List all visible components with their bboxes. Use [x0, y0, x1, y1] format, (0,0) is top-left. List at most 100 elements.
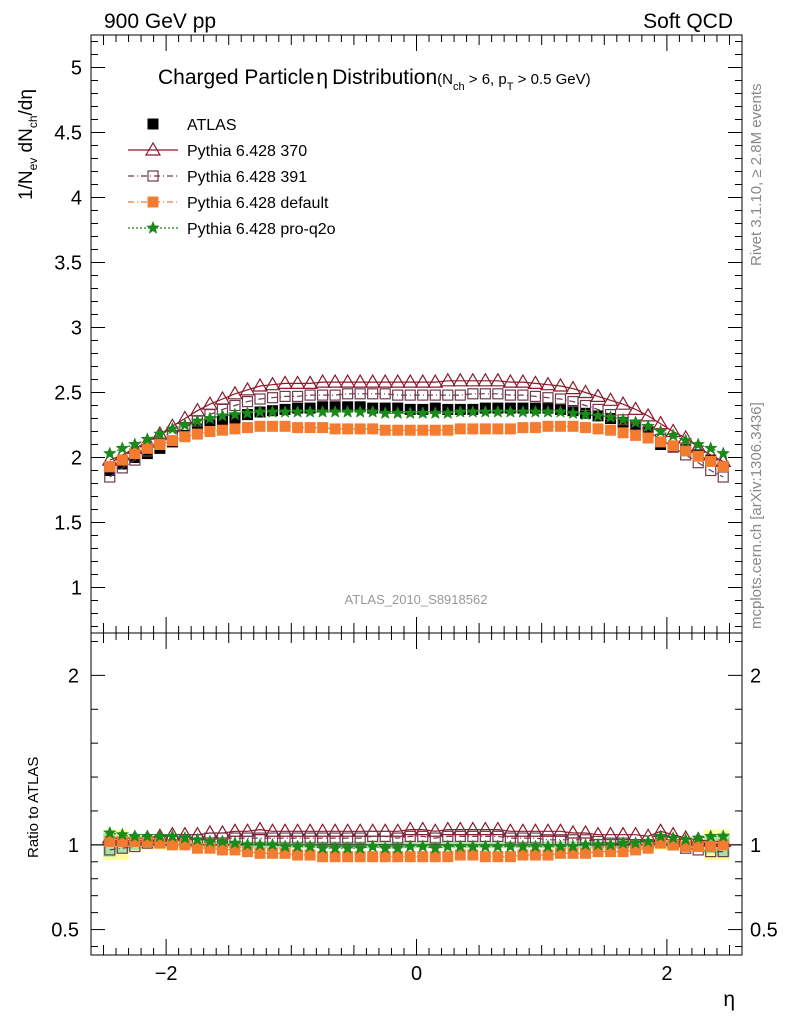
ratio-point-pythia-6-428-pro-q2o: [415, 839, 430, 853]
ratio-point-pythia-6-428-370: [402, 821, 419, 836]
point-pythia-6-428-pro-q2o: [203, 411, 217, 425]
ratio-point-pythia-6-428-default: [467, 849, 479, 861]
main-y-axis-label: 1/Nev dNch/dη: [16, 89, 40, 200]
ratio-point-pythia-6-428-default: [592, 846, 604, 858]
ratio-point-pythia-6-428-pro-q2o: [403, 839, 418, 853]
point-pythia-6-428-370: [439, 372, 456, 387]
ratio-point-pythia-6-428-default: [254, 847, 266, 859]
point-pythia-6-428-370: [377, 373, 394, 388]
point-pythia-6-428-pro-q2o: [503, 404, 518, 418]
ratio-point-pythia-6-428-370: [251, 821, 269, 836]
point-pythia-6-428-pro-q2o: [616, 412, 630, 426]
point-pythia-6-428-370: [226, 385, 244, 400]
legend-label-pythia-6-428-pro-q2o: Pythia 6.428 pro-q2o: [187, 221, 336, 238]
point-pythia-6-428-default: [529, 422, 541, 434]
point-pythia-6-428-pro-q2o: [353, 404, 368, 418]
point-pythia-6-428-pro-q2o: [678, 433, 693, 447]
ratio-y-tick-label-right: 0.5: [750, 920, 778, 942]
ratio-point-pythia-6-428-default: [216, 844, 228, 856]
point-pythia-6-428-pro-q2o: [465, 404, 480, 418]
point-pythia-6-428-pro-q2o: [178, 417, 192, 431]
point-pythia-6-428-pro-q2o: [491, 404, 505, 418]
ratio-point-pythia-6-428-default: [580, 847, 592, 859]
point-pythia-6-428-default: [492, 423, 504, 435]
point-pythia-6-428-370: [464, 372, 481, 387]
point-pythia-6-428-pro-q2o: [140, 432, 155, 446]
point-pythia-6-428-pro-q2o: [315, 404, 330, 418]
axis-ticks: 1 1.5 2 2.5 3 3.5 4 4.5 5 −2 0 2 0.5 0.5 1 1 2 2: [51, 35, 778, 985]
ratio-point-pythia-6-428-pro-q2o: [578, 837, 593, 851]
ratio-point-pythia-6-428-pro-q2o: [215, 834, 230, 848]
ratio-point-pythia-6-428-pro-q2o: [528, 839, 543, 853]
header-left: 900 GeV pp: [104, 10, 216, 33]
point-pythia-6-428-370: [251, 377, 269, 392]
point-pythia-6-428-pro-q2o: [240, 406, 255, 420]
ratio-point-pythia-6-428-pro-q2o: [340, 841, 355, 855]
main-y-tick-label: 5: [71, 58, 82, 80]
ratio-point-pythia-6-428-pro-q2o: [703, 829, 718, 843]
main-y-tick-label: 1: [71, 578, 82, 600]
ratio-point-pythia-6-428-pro-q2o: [228, 835, 242, 849]
legend-label-pythia-6-428-default: Pythia 6.428 default: [187, 195, 329, 212]
ratio-point-pythia-6-428-pro-q2o: [691, 830, 706, 844]
main-y-tick-label: 4.5: [54, 123, 82, 145]
point-pythia-6-428-pro-q2o: [578, 407, 593, 421]
main-y-tick-label: 1.5: [54, 513, 82, 535]
point-pythia-6-428-391: [367, 388, 379, 400]
point-pythia-6-428-391: [554, 393, 567, 405]
ratio-point-pythia-6-428-pro-q2o: [440, 839, 455, 853]
main-y-tick-label: 3: [71, 318, 82, 340]
point-pythia-6-428-default: [467, 423, 479, 435]
point-pythia-6-428-pro-q2o: [303, 404, 317, 418]
ratio-point-pythia-6-428-default: [442, 851, 454, 863]
main-y-tick-label: 2.5: [54, 383, 82, 405]
point-pythia-6-428-pro-q2o: [666, 428, 680, 442]
point-pythia-6-428-pro-q2o: [703, 441, 718, 455]
point-pythia-6-428-391: [717, 471, 729, 483]
ratio-point-pythia-6-428-default: [229, 844, 241, 856]
ratio-point-pythia-6-428-default: [166, 839, 178, 851]
point-pythia-6-428-391: [492, 388, 504, 400]
point-pythia-6-428-pro-q2o: [290, 404, 305, 418]
ratio-point-pythia-6-428-pro-q2o: [365, 839, 380, 853]
ratio-point-pythia-6-428-default: [504, 851, 516, 863]
point-atlas: [630, 420, 642, 432]
point-pythia-6-428-391: [529, 390, 542, 402]
point-pythia-6-428-pro-q2o: [516, 404, 530, 418]
ratio-point-pythia-6-428-default: [342, 851, 354, 863]
point-atlas: [642, 426, 654, 437]
point-pythia-6-428-default: [367, 423, 379, 435]
ratio-point-pythia-6-428-pro-q2o: [641, 834, 655, 848]
ratio-point-pythia-6-428-pro-q2o: [566, 839, 580, 853]
ratio-point-pythia-6-428-pro-q2o: [503, 839, 518, 853]
point-pythia-6-428-370: [289, 375, 306, 389]
main-series: [101, 372, 732, 483]
point-pythia-6-428-pro-q2o: [528, 404, 543, 418]
point-pythia-6-428-default: [580, 422, 592, 434]
ratio-point-pythia-6-428-370: [314, 823, 331, 837]
point-pythia-6-428-default: [166, 435, 178, 447]
point-pythia-6-428-pro-q2o: [591, 408, 605, 422]
ratio-point-pythia-6-428-pro-q2o: [303, 839, 317, 853]
point-pythia-6-428-pro-q2o: [478, 404, 493, 418]
point-pythia-6-428-370: [302, 375, 319, 389]
ratio-y-tick-label: 1: [68, 835, 79, 857]
point-pythia-6-428-370: [427, 373, 444, 388]
ratio-point-pythia-6-428-370: [389, 823, 406, 837]
point-pythia-6-428-pro-q2o: [365, 404, 380, 418]
ratio-point-pythia-6-428-default: [692, 841, 704, 853]
ratio-point-pythia-6-428-default: [104, 835, 116, 847]
ratio-point-pythia-6-428-default: [667, 839, 679, 851]
point-pythia-6-428-370: [352, 373, 369, 388]
ratio-point-pythia-6-428-default: [529, 849, 541, 861]
point-pythia-6-428-default: [680, 445, 692, 457]
ratio-point-pythia-6-428-default: [642, 842, 654, 854]
point-pythia-6-428-370: [452, 372, 469, 387]
ratio-point-pythia-6-428-370: [464, 821, 481, 836]
ratio-point-pythia-6-428-pro-q2o: [165, 829, 180, 843]
ratio-point-pythia-6-428-370: [564, 824, 582, 839]
ratio-point-pythia-6-428-pro-q2o: [678, 832, 693, 846]
ratio-point-pythia-6-428-pro-q2o: [127, 829, 142, 843]
header-right: Soft QCD: [643, 10, 733, 33]
point-pythia-6-428-370: [489, 372, 506, 387]
